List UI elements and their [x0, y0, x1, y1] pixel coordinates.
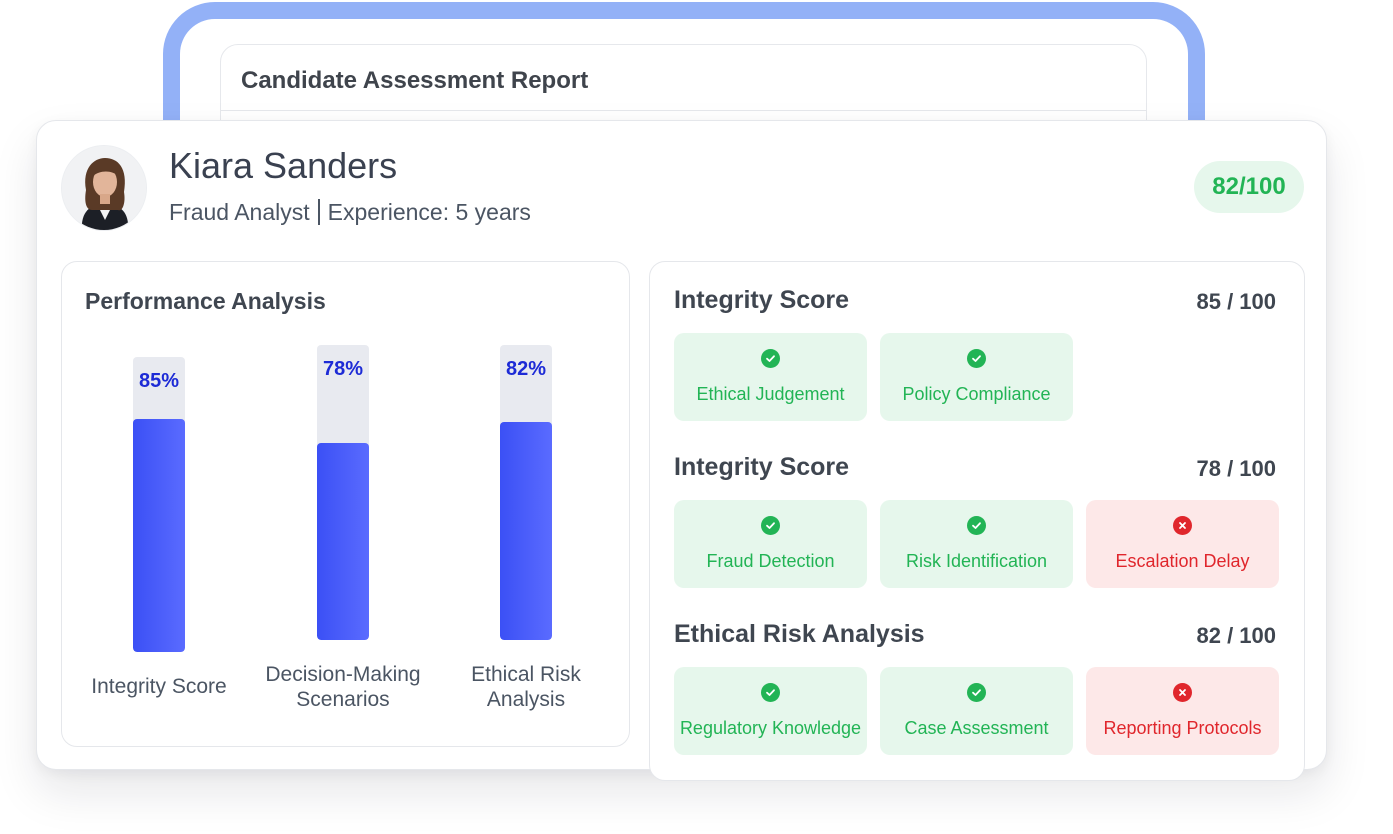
tag-fraud-detection: Fraud Detection [674, 500, 867, 588]
tag-label: Risk Identification [905, 551, 1048, 571]
bar-category-label: Decision-Making Scenarios [265, 663, 421, 711]
bar-value-label: 82% [505, 358, 547, 380]
assessment-breakdown-panel: Integrity Score 85 / 100 Ethical Judgeme… [649, 261, 1305, 781]
candidate-card: Kiara Sanders Fraud Analyst Experience: 5… [36, 120, 1327, 781]
tag-ethical-judgement: Ethical Judgement [674, 333, 867, 421]
x-circle-icon [1173, 516, 1192, 535]
performance-panel: Performance Analysis 85% Integrity Score… [61, 261, 630, 747]
check-circle-icon [761, 683, 780, 702]
section-title: Integrity Score [674, 286, 850, 314]
section-score: 82 / 100 [1196, 623, 1276, 648]
tag-escalation-delay: Escalation Delay [1086, 500, 1279, 588]
tag-label: Policy Compliance [902, 384, 1051, 404]
section-title: Integrity Score [674, 453, 850, 481]
bar-fill [500, 422, 552, 640]
candidate-photo-icon [62, 146, 146, 230]
bar-track [500, 345, 552, 640]
tag-regulatory-knowledge: Regulatory Knowledge [674, 667, 867, 755]
tag-label: Ethical Judgement [696, 384, 845, 404]
subtitle-separator [317, 199, 320, 225]
tag-label: Fraud Detection [706, 551, 835, 571]
tag-risk-identification: Risk Identification [880, 500, 1073, 588]
overall-score-badge: 82/100 [1194, 161, 1304, 213]
section-score: 85 / 100 [1196, 289, 1276, 314]
bar-fill [133, 419, 185, 652]
candidate-name: Kiara Sanders [169, 145, 398, 186]
performance-title: Performance Analysis [85, 288, 326, 314]
candidate-subtitle: Fraud Analyst Experience: 5 years [169, 199, 531, 226]
bar-value-label: 78% [322, 358, 364, 380]
check-circle-icon [761, 516, 780, 535]
avatar [61, 145, 147, 231]
report-title: Candidate Assessment Report [241, 67, 589, 94]
section-score: 78 / 100 [1196, 456, 1276, 481]
bar-fill [317, 443, 369, 640]
check-circle-icon [967, 349, 986, 368]
check-circle-icon [967, 683, 986, 702]
candidate-experience: Experience: 5 years [327, 199, 531, 225]
x-circle-icon [1173, 683, 1192, 702]
bar-track [317, 345, 369, 640]
tag-label: Case Assessment [904, 718, 1049, 738]
bar-category-label: Integrity Score [91, 675, 227, 698]
check-circle-icon [761, 349, 780, 368]
check-circle-icon [967, 516, 986, 535]
tag-policy-compliance: Policy Compliance [880, 333, 1073, 421]
bar-category-label: Ethical Risk Analysis [471, 663, 581, 711]
report-header-divider [221, 110, 1146, 111]
section-title: Ethical Risk Analysis [674, 620, 925, 648]
tag-label: Escalation Delay [1115, 551, 1250, 571]
tag-label: Regulatory Knowledge [679, 718, 862, 738]
tag-case-assessment: Case Assessment [880, 667, 1073, 755]
bar-value-label: 85% [138, 370, 180, 392]
tag-label: Reporting Protocols [1103, 718, 1262, 738]
tag-reporting-protocols: Reporting Protocols [1086, 667, 1279, 755]
bar-track [133, 357, 185, 652]
candidate-role: Fraud Analyst [169, 199, 310, 225]
